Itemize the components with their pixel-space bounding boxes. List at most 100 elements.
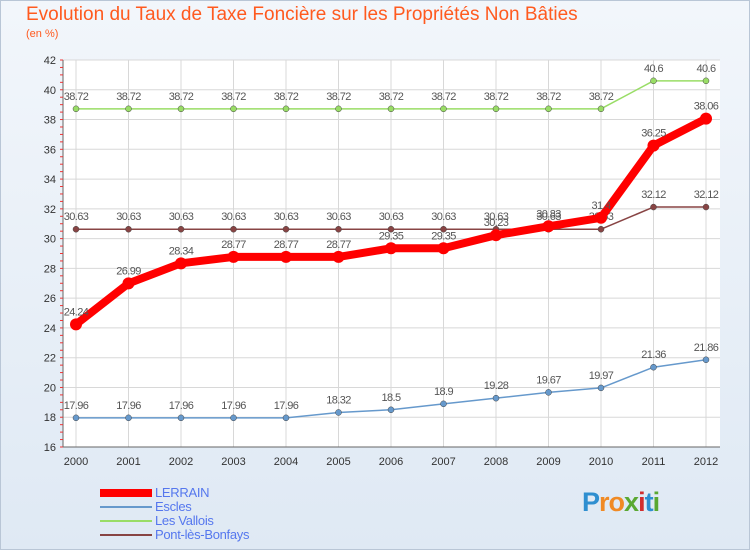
data-point — [280, 250, 292, 263]
data-label: 21.86 — [694, 342, 719, 354]
data-label: 30.83 — [536, 208, 561, 220]
x-tick-label: 2002 — [169, 456, 193, 468]
data-point — [282, 225, 290, 233]
data-point — [72, 414, 80, 422]
data-point — [227, 250, 240, 263]
data-label: 30.63 — [431, 211, 456, 223]
x-tick-label: 2010 — [589, 456, 613, 468]
data-point — [545, 105, 552, 113]
data-point — [492, 394, 500, 402]
logo-letter: o — [608, 487, 625, 517]
y-tick-label: 30 — [44, 234, 56, 246]
data-label: 38.72 — [484, 91, 509, 103]
data-label: 30.63 — [116, 211, 141, 223]
chart-title: Evolution du Taux de Taxe Foncière sur l… — [26, 4, 578, 25]
x-tick-label: 2001 — [116, 456, 140, 468]
data-point — [125, 105, 132, 113]
data-label: 38.72 — [169, 91, 194, 103]
y-tick-label: 36 — [44, 144, 56, 156]
x-tick-label: 2007 — [431, 456, 455, 468]
legend-swatch-les-vallois — [100, 520, 152, 522]
data-label: 21.36 — [641, 349, 666, 361]
data-label: 38.72 — [221, 91, 246, 103]
data-point — [387, 105, 395, 113]
data-point — [650, 77, 657, 85]
x-tick-label: 2012 — [694, 456, 718, 468]
data-point — [175, 257, 187, 270]
data-label: 36.25 — [641, 128, 666, 140]
y-tick-label: 28 — [44, 263, 56, 275]
data-point — [440, 105, 447, 113]
data-label: 30.63 — [64, 211, 89, 223]
logo-letter: t — [644, 487, 654, 517]
data-point — [230, 105, 237, 113]
data-label: 40.6 — [644, 63, 663, 75]
data-point — [542, 220, 555, 233]
data-point — [385, 242, 397, 255]
legend-label-escles: Escles — [155, 499, 192, 514]
logo-letter: i — [638, 487, 645, 517]
data-label: 38.72 — [326, 91, 351, 103]
legend-swatch-escles — [100, 506, 152, 508]
data-label: 30.23 — [484, 217, 509, 229]
data-label: 19.67 — [536, 374, 561, 386]
data-label: 24.24 — [64, 306, 89, 318]
data-label: 38.72 — [431, 91, 456, 103]
data-label: 31.4 — [591, 200, 610, 212]
data-label: 38.72 — [116, 91, 141, 103]
data-label: 18.5 — [381, 392, 400, 404]
data-label: 38.72 — [379, 91, 404, 103]
data-label: 38.06 — [694, 101, 719, 113]
data-label: 30.63 — [484, 211, 509, 223]
data-label: 32.12 — [641, 189, 666, 201]
data-point — [437, 242, 450, 255]
data-label: 30.63 — [379, 211, 404, 223]
data-point — [177, 105, 185, 113]
x-tick-label: 2000 — [64, 456, 88, 468]
data-point — [335, 409, 342, 416]
data-point — [650, 363, 657, 371]
logo-letter: P — [582, 487, 600, 517]
data-label: 38.72 — [589, 91, 614, 103]
data-label: 29.35 — [431, 230, 456, 242]
legend-label-les-vallois: Les Vallois — [155, 513, 214, 528]
data-point — [545, 389, 552, 396]
y-tick-label: 26 — [44, 293, 56, 305]
x-tick-label: 2004 — [274, 456, 298, 468]
legend-label-pont-les-bonfays: Pont-lès-Bonfays — [155, 527, 250, 542]
data-point — [702, 356, 710, 364]
data-point — [387, 406, 395, 414]
data-label: 38.72 — [274, 91, 299, 103]
data-point — [702, 77, 710, 85]
data-label: 18.32 — [326, 394, 351, 406]
data-point — [230, 414, 237, 422]
x-tick-label: 2005 — [326, 456, 350, 468]
y-tick-label: 42 — [44, 55, 56, 67]
data-point — [282, 105, 290, 113]
y-tick-label: 16 — [44, 442, 56, 454]
data-label: 17.96 — [274, 400, 299, 412]
x-tick-label: 2006 — [379, 456, 403, 468]
chart-subtitle: (en %) — [26, 28, 59, 40]
data-label: 38.72 — [64, 91, 89, 103]
data-point — [647, 139, 660, 152]
data-point — [332, 250, 345, 263]
data-point — [282, 414, 290, 422]
data-point — [125, 414, 132, 422]
legend-swatch-lerrain — [100, 489, 152, 497]
data-point — [122, 277, 135, 290]
data-label: 30.63 — [274, 211, 299, 223]
y-tick-label: 34 — [44, 174, 56, 186]
data-label: 40.6 — [696, 63, 715, 75]
y-tick-label: 24 — [44, 323, 56, 335]
data-point — [440, 225, 447, 233]
data-point — [177, 414, 185, 422]
x-tick-label: 2011 — [642, 456, 666, 468]
data-point — [125, 225, 132, 233]
data-point — [700, 112, 712, 125]
data-point — [440, 400, 447, 408]
logo-letter: x — [624, 487, 639, 517]
data-point — [490, 229, 502, 242]
y-tick-label: 18 — [44, 412, 56, 424]
